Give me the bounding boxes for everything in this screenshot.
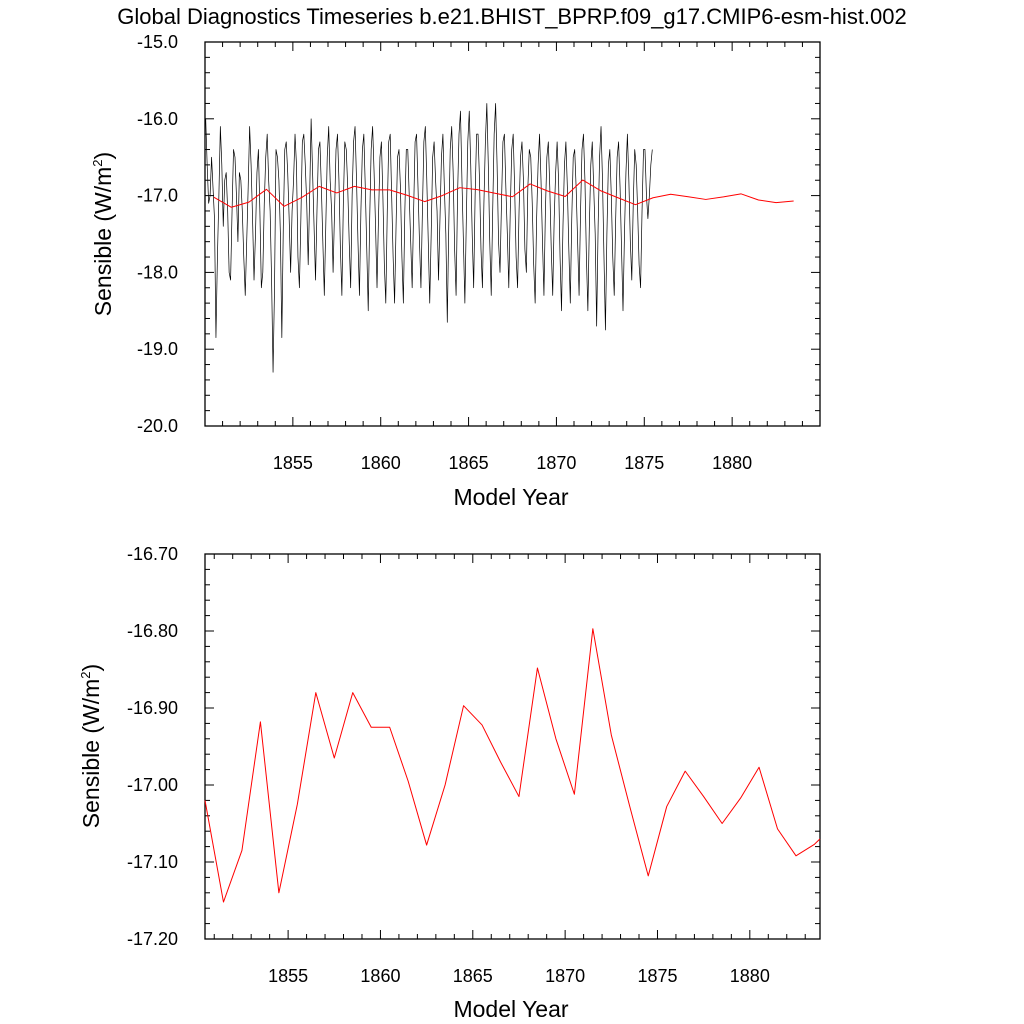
bottom-chart-y-tick-label: -16.80	[127, 621, 178, 641]
bottom-chart-y-tick-label: -17.00	[127, 775, 178, 795]
top-chart-plot-frame	[204, 41, 821, 427]
bottom-chart-y-axis-label: Sensible (W/m2)	[78, 664, 104, 828]
bottom-chart-x-tick-label: 1870	[545, 966, 585, 986]
top-chart-x-axis-label: Model Year	[453, 484, 568, 510]
top-chart-y-tick-label: -15.0	[137, 32, 178, 52]
top-chart-y-tick-label: -16.0	[137, 109, 178, 129]
top-chart-x-tick-label: 1860	[361, 453, 401, 473]
bottom-chart-y-axis-label-main: Sensible (W/m	[78, 679, 104, 829]
bottom-chart-y-tick-label: -16.90	[127, 698, 178, 718]
bottom-chart-x-tick-label: 1875	[637, 966, 677, 986]
bottom-chart-y-tick-label: -16.70	[127, 544, 178, 564]
top-chart-x-tick-label: 1865	[449, 453, 489, 473]
top-chart-x-tick-label: 1875	[624, 453, 664, 473]
bottom-chart: Model Year Sensible (W/m2) 1855 1860 1865 1…	[78, 544, 821, 1022]
bottom-chart-x-tick-label: 1865	[453, 966, 493, 986]
bottom-chart-y-axis-label-close: )	[78, 664, 104, 672]
top-chart-annual-mean-line	[213, 179, 794, 208]
figure-title: Global Diagnostics Timeseries b.e21.BHIS…	[117, 4, 907, 29]
top-chart-x-tick-label: 1855	[273, 453, 313, 473]
bottom-chart-x-axis-label: Model Year	[453, 996, 568, 1022]
bottom-chart-x-tick-label: 1860	[360, 966, 400, 986]
top-chart-x-tick-label: 1870	[536, 453, 576, 473]
top-chart-y-tick-label: -19.0	[137, 339, 178, 359]
top-chart-y-axis-label: Sensible (W/m2)	[90, 152, 116, 316]
bottom-chart-plot-frame	[204, 553, 821, 940]
bottom-chart-y-axis-label-sup: 2	[78, 671, 93, 678]
top-chart-y-axis-label-close: )	[90, 152, 116, 160]
bottom-chart-y-tick-label: -17.10	[127, 852, 178, 872]
bottom-chart-x-tick-label: 1855	[268, 966, 308, 986]
top-chart-y-tick-label: -18.0	[137, 262, 178, 282]
bottom-chart-x-tick-label: 1880	[730, 966, 770, 986]
top-chart-y-tick-label: -17.0	[137, 186, 178, 206]
top-chart-y-tick-label: -20.0	[137, 416, 178, 436]
top-chart-y-axis-label-main: Sensible (W/m	[90, 167, 116, 317]
top-chart-y-axis-label-sup: 2	[90, 159, 105, 166]
top-chart-monthly-line	[205, 103, 653, 373]
top-chart-x-tick-label: 1880	[712, 453, 752, 473]
top-chart: Model Year Sensible (W/m2) 1855 1860 1865 1…	[90, 32, 821, 510]
bottom-chart-annual-mean-line	[204, 628, 821, 903]
bottom-chart-y-tick-label: -17.20	[127, 929, 178, 949]
